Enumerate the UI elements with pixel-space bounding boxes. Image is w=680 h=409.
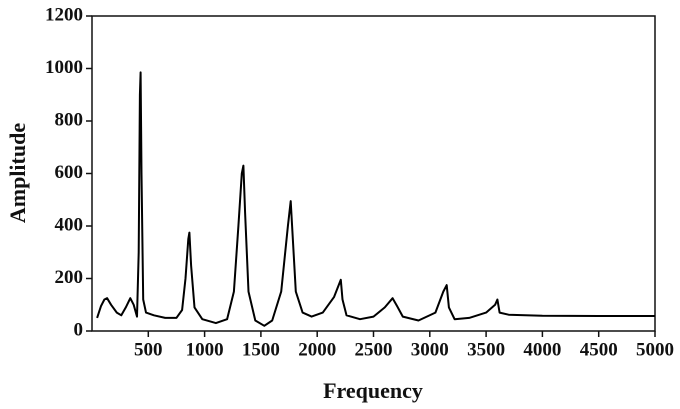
x-tick-label: 1500 (242, 339, 280, 360)
x-axis-label: Frequency (323, 378, 423, 403)
y-tick-label: 0 (74, 319, 84, 340)
y-tick-label: 1200 (45, 4, 83, 25)
y-tick-label: 600 (55, 162, 84, 183)
y-tick-label: 800 (55, 109, 84, 130)
x-tick-label: 3000 (411, 339, 449, 360)
x-tick-label: 4000 (523, 339, 561, 360)
y-tick-label: 400 (55, 214, 84, 235)
x-tick-label: 500 (134, 339, 163, 360)
x-tick-label: 2500 (355, 339, 393, 360)
plot-frame (91, 15, 656, 332)
x-tick-label: 5000 (636, 339, 674, 360)
y-tick-label: 200 (55, 267, 84, 288)
y-axis-label: Amplitude (5, 123, 30, 223)
data-line (96, 71, 655, 327)
y-tick-label: 1000 (45, 57, 83, 78)
x-tick-label: 1000 (186, 339, 224, 360)
x-tick-label: 4500 (580, 339, 618, 360)
x-tick-label: 2000 (298, 339, 336, 360)
x-tick-label: 3500 (467, 339, 505, 360)
